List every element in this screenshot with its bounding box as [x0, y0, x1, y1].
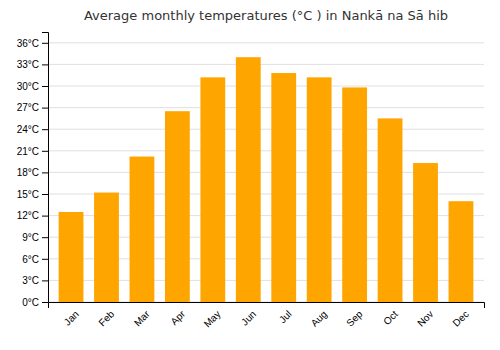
x-tick: Nov — [415, 308, 435, 328]
y-tick-label: 30°C — [17, 81, 39, 92]
x-tick-label: Dec — [450, 308, 470, 328]
y-tick-mark — [42, 280, 48, 281]
y-tick-label: 15°C — [17, 189, 39, 200]
y-axis-line — [42, 33, 49, 303]
x-tick: Mar — [132, 308, 152, 328]
bar — [342, 87, 367, 302]
grid-line — [48, 107, 484, 108]
y-tick-label: 33°C — [17, 59, 39, 70]
x-tick-label: Mar — [132, 308, 152, 328]
x-tick-label: Sep — [344, 308, 365, 329]
grid-line — [48, 150, 484, 151]
x-tick: Oct — [381, 308, 400, 327]
x-tick: Feb — [96, 308, 116, 328]
y-tick-mark — [42, 172, 48, 173]
y-tick-label: 12°C — [17, 210, 39, 221]
y-tick-label: 36°C — [17, 38, 39, 49]
x-tick-label: Aug — [309, 308, 329, 328]
x-tick-label: Nov — [415, 308, 435, 328]
grid — [48, 43, 484, 302]
y-tick: 24°C — [17, 124, 48, 135]
y-tick: 0°C — [22, 297, 48, 308]
x-tick-label: Jul — [277, 308, 294, 325]
y-tick-mark — [42, 108, 48, 109]
y-tick: 30°C — [17, 81, 48, 92]
y-tick: 9°C — [22, 232, 48, 243]
y-tick: 18°C — [17, 167, 48, 178]
x-tick: May — [202, 308, 223, 329]
y-tick-label: 18°C — [17, 167, 39, 178]
y-tick-label: 27°C — [17, 102, 39, 113]
y-tick-mark — [42, 302, 48, 303]
y-tick-mark — [42, 237, 48, 238]
x-tick-label: Jun — [239, 308, 258, 327]
plot: 0°C 3°C 6°C 9°C 12°C 15°C 18°C 21°C 24°C 27°C 30°C… — [17, 33, 485, 330]
y-tick-mark — [42, 259, 48, 260]
y-tick: 15°C — [17, 189, 48, 200]
bar — [449, 201, 474, 302]
title: Average monthly temperatures (°C ) in Na… — [84, 8, 448, 23]
y-tick: 21°C — [17, 146, 48, 157]
bars — [59, 57, 474, 302]
grid-line — [48, 42, 484, 43]
y-tick-mark — [42, 194, 48, 195]
x-tick: Sep — [344, 308, 365, 329]
y-tick: 36°C — [17, 38, 48, 49]
x-tick: Jun — [239, 308, 258, 327]
bar — [94, 193, 119, 302]
y-tick: 12°C — [17, 210, 48, 221]
x-tick-label: Oct — [381, 308, 400, 327]
y-tick: 27°C — [17, 102, 48, 113]
grid-line — [48, 64, 484, 65]
y-tick-label: 24°C — [17, 124, 39, 135]
x-tick: Apr — [168, 308, 187, 327]
bar — [413, 163, 438, 302]
x-tick: Dec — [450, 308, 470, 328]
bar — [378, 118, 403, 302]
x-tick-label: May — [202, 308, 223, 329]
y-axis: 0°C 3°C 6°C 9°C 12°C 15°C 18°C 21°C 24°C 27°C 30°C… — [17, 33, 49, 308]
y-tick: 6°C — [22, 254, 48, 265]
y-tick-label: 21°C — [17, 146, 39, 157]
x-tick-label: Jan — [62, 308, 81, 327]
bar — [271, 73, 296, 302]
bar — [59, 212, 84, 302]
y-tick-mark — [42, 43, 48, 44]
y-tick: 3°C — [22, 275, 48, 286]
bar — [130, 157, 155, 302]
x-tick: Aug — [309, 308, 329, 328]
x-axis-line — [49, 303, 485, 309]
bar — [236, 57, 261, 302]
bar — [200, 77, 225, 302]
y-tick-label: 0°C — [22, 297, 39, 308]
y-tick-mark — [42, 86, 48, 87]
grid-line — [48, 86, 484, 87]
x-tick-label: Feb — [96, 308, 116, 328]
x-tick: Jul — [277, 308, 294, 325]
chart: 0°C 3°C 6°C 9°C 12°C 15°C 18°C 21°C 24°C 27°C 30°C… — [0, 0, 500, 350]
y-tick-label: 6°C — [22, 254, 39, 265]
x-tick-label: Apr — [168, 308, 187, 327]
y-tick-mark — [42, 216, 48, 217]
y-tick-mark — [42, 129, 48, 130]
y-tick-mark — [42, 64, 48, 65]
bar — [165, 111, 190, 302]
y-tick-label: 9°C — [22, 232, 39, 243]
y-tick: 33°C — [17, 59, 48, 70]
grid-line — [48, 129, 484, 130]
x-axis: Jan Feb Mar Apr May Jun Jul Aug Sep Oct Nov Dec — [49, 303, 485, 330]
bar — [307, 77, 332, 302]
x-tick: Jan — [62, 308, 81, 327]
y-tick-label: 3°C — [22, 275, 39, 286]
y-tick-mark — [42, 151, 48, 152]
